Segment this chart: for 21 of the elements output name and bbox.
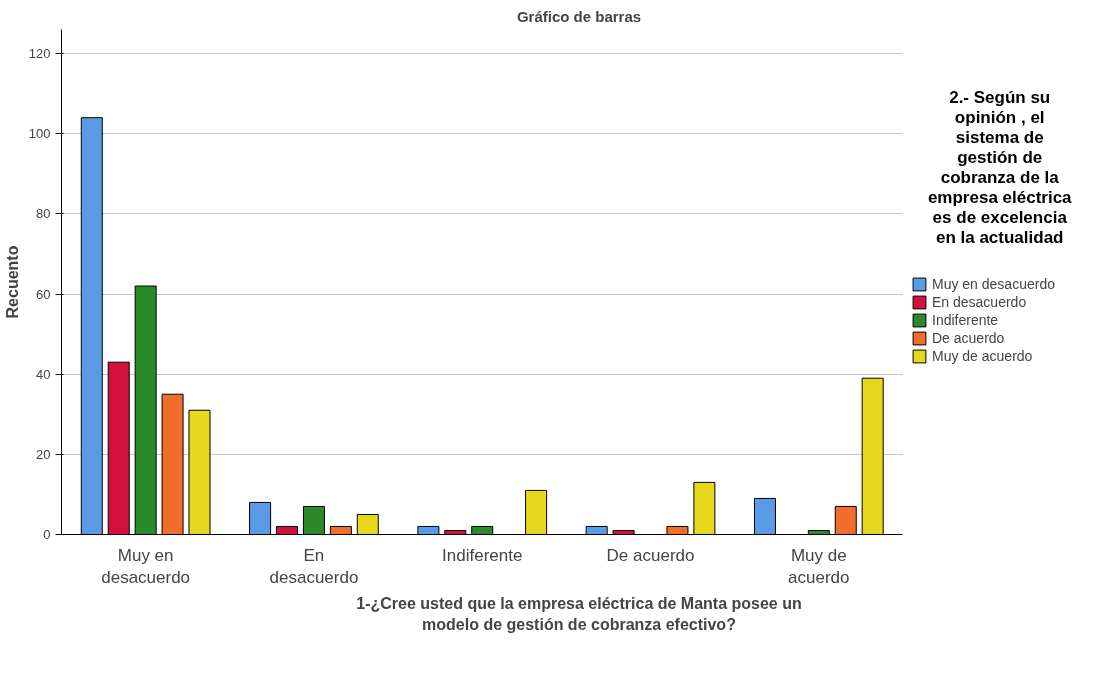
legend-label: Indiferente: [932, 312, 999, 328]
y-tick-label: 40: [36, 366, 51, 382]
y-tick-label: 60: [36, 286, 51, 302]
x-axis-title: 1-¿Cree usted que la empresa eléctrica de Manta posee un modelo de gestión de cobranza efectivo?: [356, 595, 802, 633]
legend-label: De acuerdo: [932, 330, 1005, 346]
y-tick-label: 80: [36, 206, 51, 222]
legend-label: En desacuerdo: [932, 294, 1027, 310]
x-tick-label: Muy en desacuerdo: [101, 545, 191, 588]
chart-title: Gráfico de barras: [516, 7, 642, 25]
y-tick-label: 100: [28, 126, 51, 142]
legend-title: 2.- Según su opinión , el sistema de gestión de cobranza de la empresa eléctrica es de excelencia en la actualidad: [927, 88, 1073, 247]
x-tick-label: De acuerdo: [606, 545, 695, 565]
y-tick-label: 120: [28, 46, 51, 62]
legend-label: Muy de acuerdo: [932, 348, 1033, 364]
x-tick-label: Indiferente: [442, 545, 523, 565]
x-tick-label: Muy de acuerdo: [788, 545, 850, 588]
y-tick-label: 20: [36, 446, 51, 462]
legend-label: Muy en desacuerdo: [932, 276, 1055, 292]
x-tick-label: En desacuerdo: [269, 545, 359, 588]
y-axis-title: Recuento: [3, 245, 21, 319]
y-tick-label: 0: [43, 527, 51, 542]
